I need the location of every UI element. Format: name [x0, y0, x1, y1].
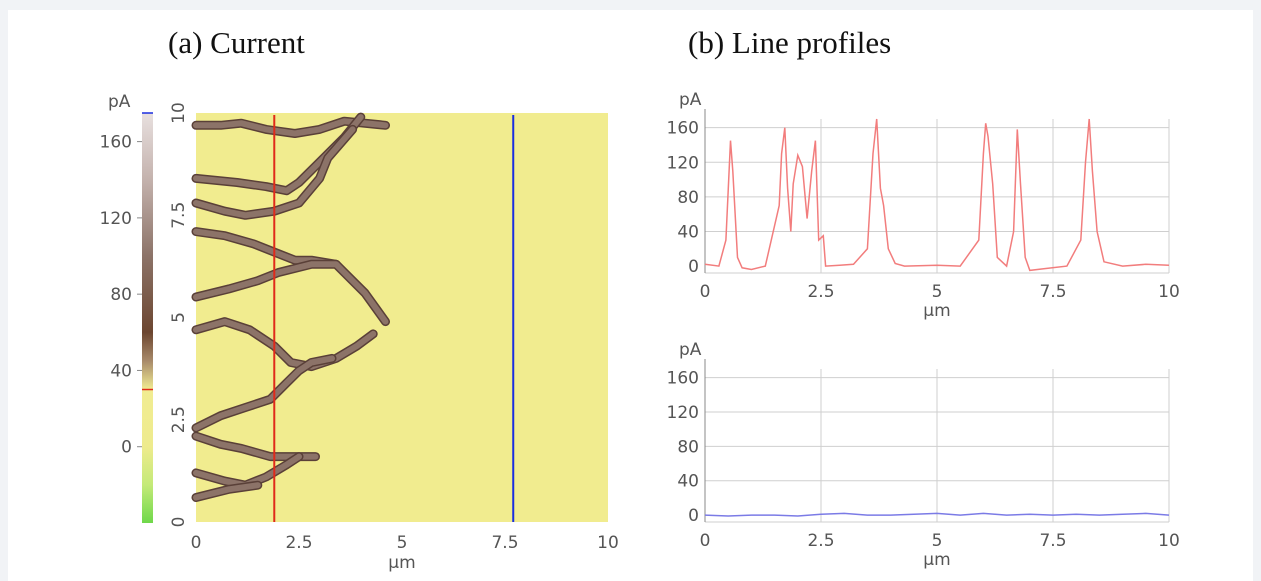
red-profile-unit-label: pA: [679, 90, 702, 110]
blue-profile-x-tick-label: 2.5: [807, 531, 834, 551]
blue-profile-y-tick-label: 160: [667, 369, 699, 389]
red-profile-x-tick-label: 5: [932, 282, 943, 302]
colorbar-tick-label: 40: [110, 361, 132, 381]
heatmap-y-tick-label: 2.5: [169, 406, 189, 433]
blue-profile-unit-label: pA: [679, 340, 702, 360]
panel-b-title: (b) Line profiles: [688, 25, 892, 60]
crack: [193, 261, 389, 325]
blue-profile-y-tick-label: 120: [667, 403, 699, 423]
red-profile-x-tick-label: 7.5: [1039, 282, 1066, 302]
colorbar-tick-label: 80: [110, 285, 132, 305]
red-profile-x-tick-label: 2.5: [807, 282, 834, 302]
heatmap-x-tick-label: 0: [191, 533, 202, 553]
red-profile-y-tick-label: 0: [688, 257, 699, 277]
red-profile-grid: [705, 119, 1170, 273]
red-profile-y-tick-label: 120: [667, 153, 699, 173]
blue-profile-y-tick-label: 80: [677, 437, 699, 457]
heatmap-y-tick-label: 7.5: [169, 202, 189, 229]
blue-profile-y-tick-label: 0: [688, 506, 699, 526]
colorbar-tick-label: 160: [100, 133, 132, 153]
heatmap-x-axis-label: µm: [388, 553, 415, 573]
heatmap-x-tick-label: 2.5: [285, 533, 312, 553]
crack: [193, 118, 389, 137]
blue-profile-x-axis-label: µm: [923, 550, 950, 570]
red-profile-x-tick-label: 0: [700, 282, 711, 302]
heatmap-x-tick-label: 7.5: [491, 533, 518, 553]
colorbar: [142, 113, 153, 523]
crack-network: [191, 112, 390, 502]
crack: [193, 126, 356, 219]
blue-profile-grid: [705, 369, 1170, 522]
panel-a-title: (a) Current: [168, 25, 305, 60]
red-profile-y-tick-label: 40: [677, 222, 699, 242]
crack: [193, 482, 261, 501]
blue-profile-series-line: [704, 512, 1170, 517]
colorbar-unit-label: pA: [108, 92, 131, 112]
figure: (a) Current (b) Line profiles pA 160 120 80…: [8, 10, 1253, 581]
blue-profile-x-tick-label: 5: [932, 531, 943, 551]
heatmap-y-tick-label: 5: [169, 312, 189, 323]
colorbar-tick-label: 120: [100, 209, 132, 229]
blue-profile-x-tick-label: 7.5: [1039, 531, 1066, 551]
crack: [193, 318, 377, 370]
red-profile-x-axis-label: µm: [923, 301, 950, 321]
red-profile-series-line: [704, 118, 1170, 272]
crack: [193, 355, 335, 431]
red-profile-y-tick-label: 80: [677, 188, 699, 208]
blue-profile-y-tick-label: 40: [677, 472, 699, 492]
red-profile-x-tick-label: 10: [1158, 282, 1180, 302]
colorbar-tick-label: 0: [121, 438, 132, 458]
red-profile-y-tick-label: 160: [667, 119, 699, 139]
heatmap-y-tick-label: 10: [169, 102, 189, 124]
heatmap-background: [196, 113, 608, 522]
blue-profile-x-tick-label: 10: [1158, 531, 1180, 551]
heatmap-x-tick-label: 10: [597, 533, 619, 553]
heatmap-y-tick-label: 0: [169, 517, 189, 528]
heatmap-x-tick-label: 5: [397, 533, 408, 553]
blue-profile-x-tick-label: 0: [700, 531, 711, 551]
